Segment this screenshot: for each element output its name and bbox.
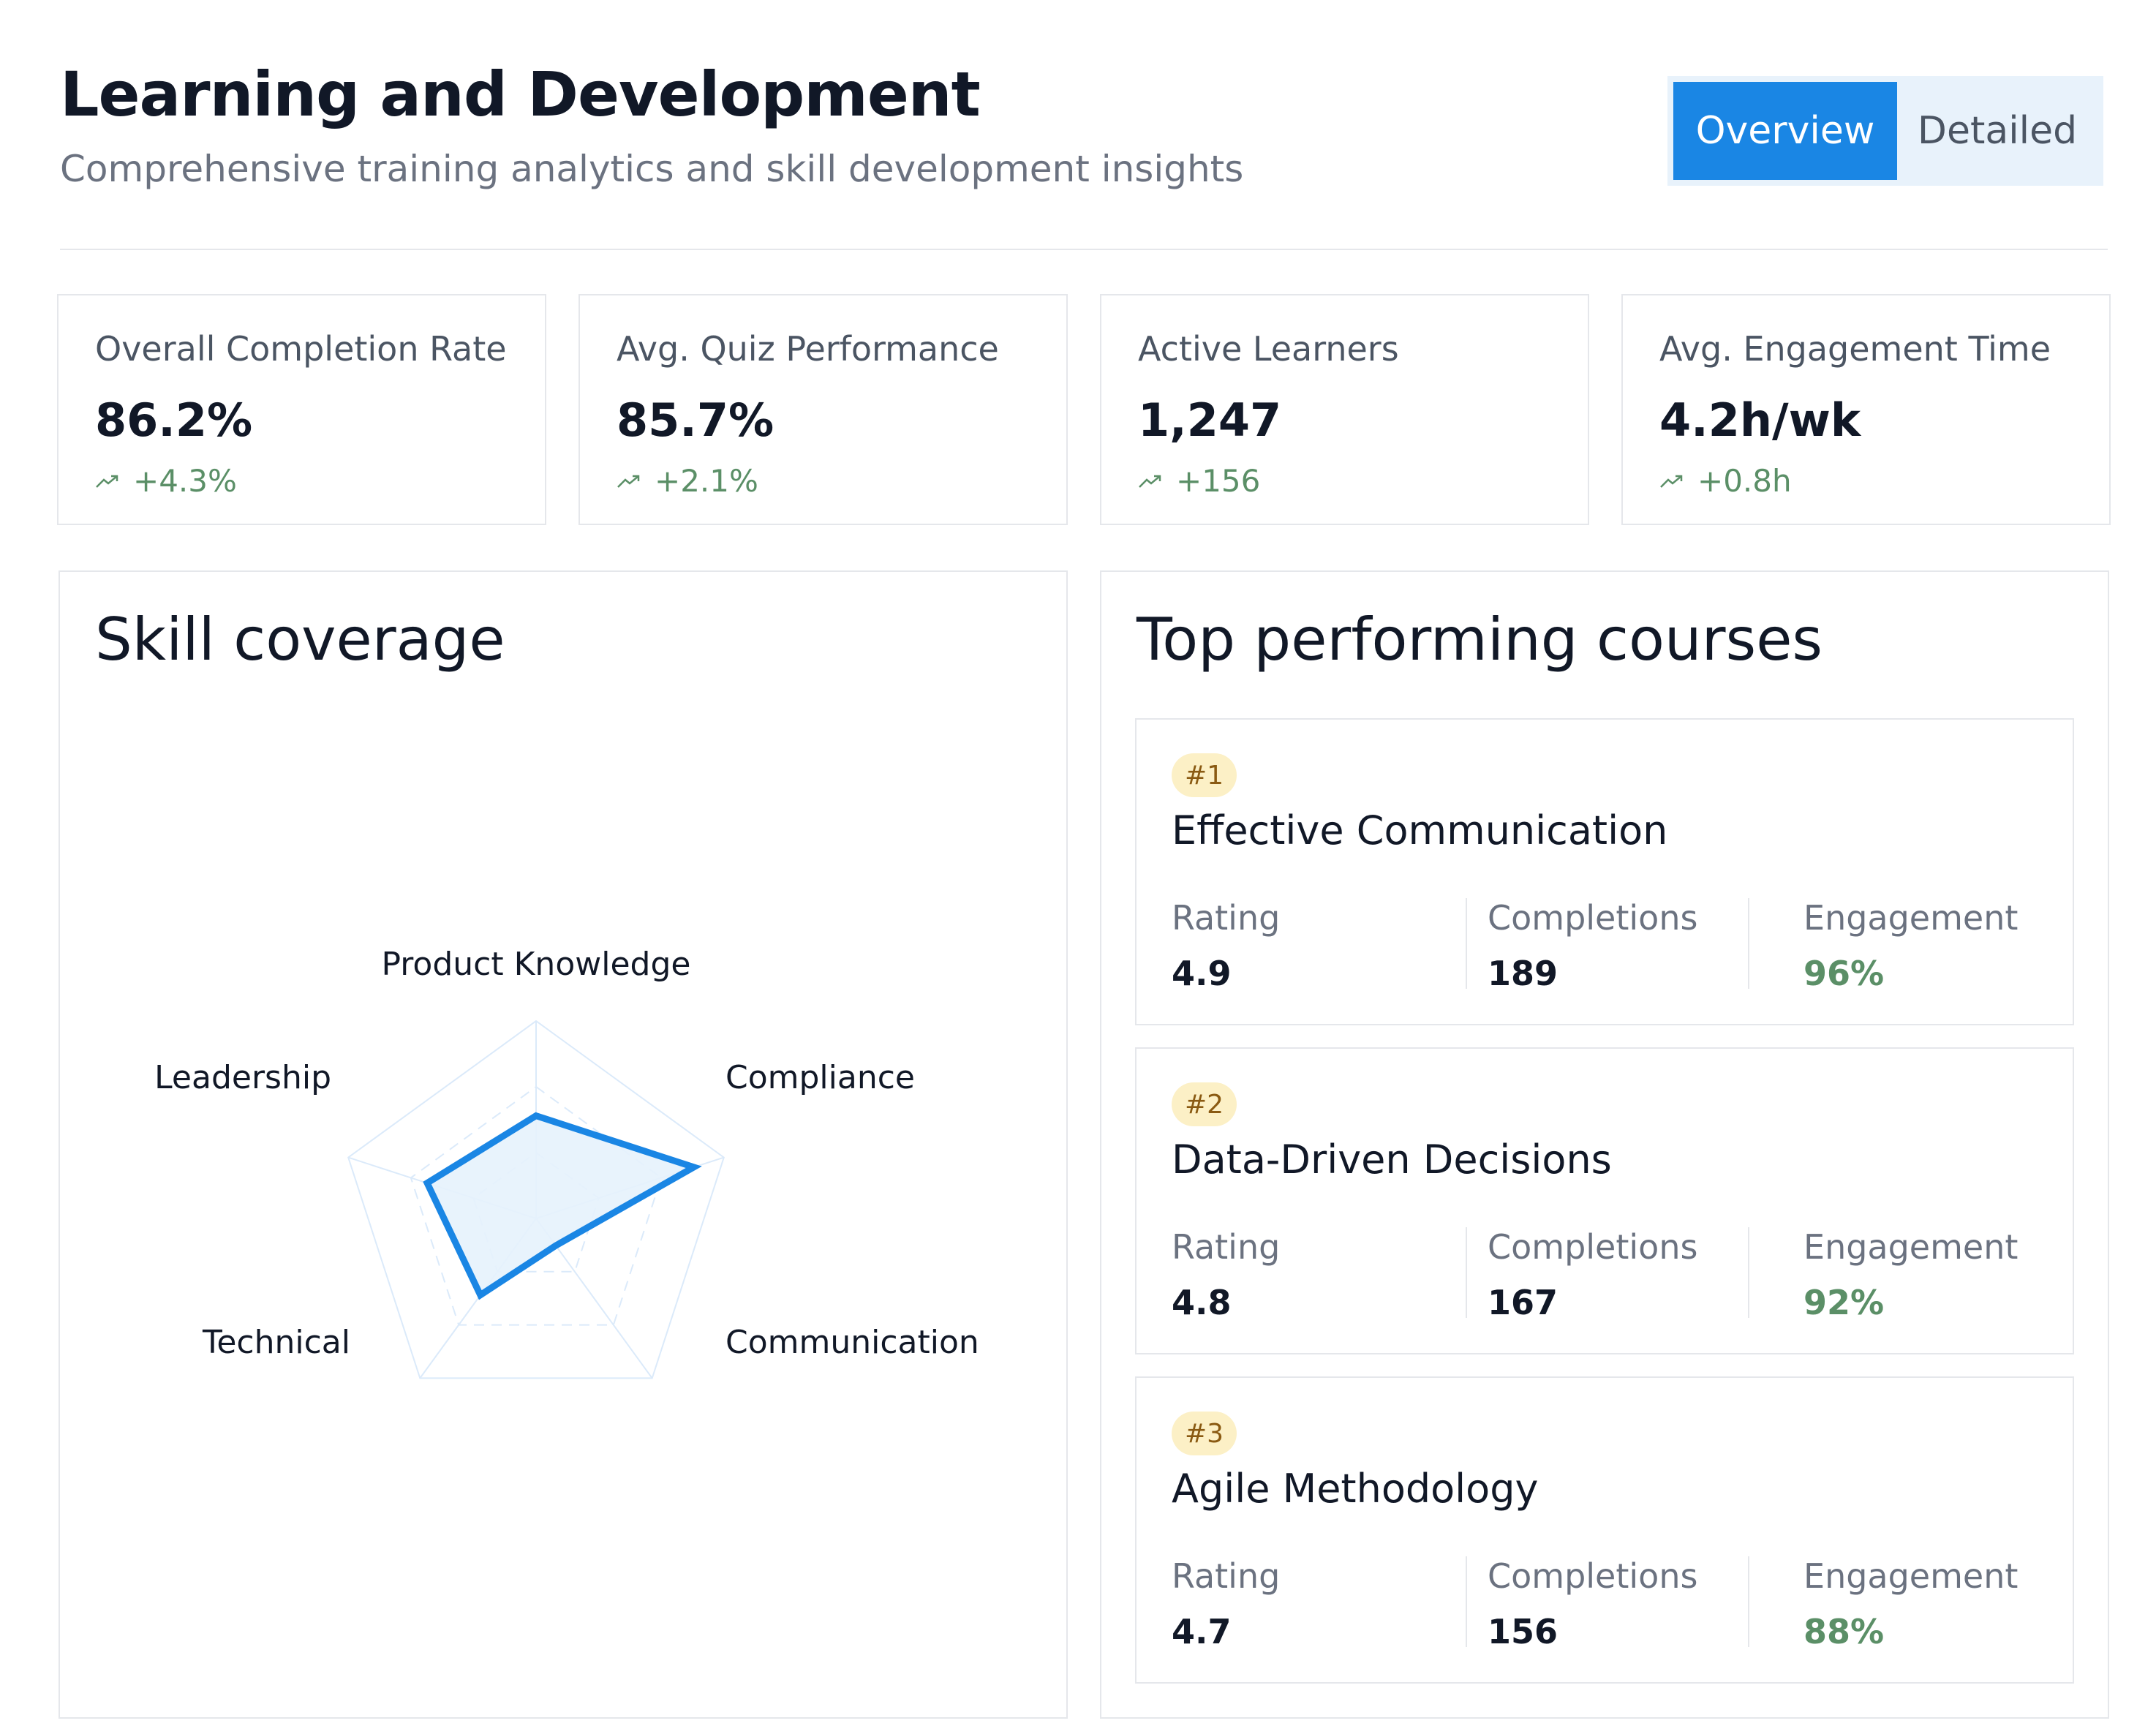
kpi-label: Active Learners: [1138, 329, 1399, 369]
skill-radar-chart: Product Knowledge Compliance Communication…: [154, 946, 979, 1379]
kpi-card-quiz-performance: Avg. Quiz Performance 85.7% +2.1%: [578, 294, 1068, 525]
radar-axis-label: Communication: [725, 1324, 979, 1361]
kpi-value: 4.2h/wk: [1659, 393, 1861, 447]
view-toggle: Overview Detailed: [1667, 76, 2103, 186]
skill-coverage-title: Skill coverage: [95, 606, 505, 674]
kpi-delta-text: +2.1%: [655, 463, 758, 499]
radar-axis-label: Product Knowledge: [382, 946, 691, 983]
rating-metric: Rating 4.9: [1172, 898, 1280, 993]
overview-tab[interactable]: Overview: [1673, 82, 1897, 180]
top-courses-title: Top performing courses: [1137, 606, 1823, 674]
radar-axis-label: Compliance: [725, 1059, 915, 1096]
engagement-value: 88%: [1803, 1612, 1885, 1651]
completions-metric: Completions 167: [1488, 1227, 1697, 1322]
kpi-delta: +0.8h: [1659, 463, 2109, 499]
rating-metric: Rating 4.8: [1172, 1227, 1280, 1322]
kpi-value: 86.2%: [95, 393, 253, 447]
completions-value: 189: [1488, 954, 1558, 993]
skill-coverage-panel: Skill coverage Product Knowledge Complian…: [59, 570, 1068, 1719]
header-divider: [60, 249, 2108, 250]
rating-value: 4.7: [1172, 1612, 1232, 1651]
engagement-value: 96%: [1803, 954, 1885, 993]
kpi-delta-text: +156: [1176, 463, 1261, 499]
metric-label: Engagement: [1803, 1556, 2019, 1596]
completions-value: 156: [1488, 1612, 1558, 1651]
kpi-card-completion-rate: Overall Completion Rate 86.2% +4.3%: [57, 294, 546, 525]
metric-divider: [1748, 1556, 1749, 1647]
metric-label: Rating: [1172, 1556, 1281, 1596]
kpi-delta: +156: [1138, 463, 1588, 499]
rating-value: 4.8: [1172, 1283, 1232, 1322]
kpi-row: Overall Completion Rate 86.2% +4.3% Avg.…: [57, 294, 2111, 525]
metric-label: Completions: [1488, 1556, 1698, 1596]
engagement-metric: Engagement 96%: [1803, 898, 2018, 993]
completions-metric: Completions 189: [1488, 898, 1697, 993]
kpi-card-engagement-time: Avg. Engagement Time 4.2h/wk +0.8h: [1621, 294, 2111, 525]
detailed-tab[interactable]: Detailed: [1917, 109, 2078, 153]
trending-up-icon: [617, 475, 640, 488]
kpi-value: 1,247: [1138, 393, 1282, 447]
metric-label: Engagement: [1803, 898, 2019, 938]
kpi-delta: +2.1%: [617, 463, 1066, 499]
radar-grid-ring: [347, 1020, 725, 1379]
radar-axis-label: Leadership: [154, 1059, 331, 1096]
metric-divider: [1466, 898, 1467, 989]
course-card[interactable]: #3 Agile Methodology Rating 4.7 Completi…: [1135, 1376, 2074, 1684]
trending-up-icon: [96, 475, 118, 488]
course-name: Agile Methodology: [1172, 1466, 1539, 1512]
course-name: Effective Communication: [1172, 807, 1668, 853]
kpi-delta-text: +0.8h: [1697, 463, 1792, 499]
rating-value: 4.9: [1172, 954, 1232, 993]
course-card[interactable]: #1 Effective Communication Rating 4.9 Co…: [1135, 718, 2074, 1025]
rank-badge: #2: [1172, 1082, 1237, 1126]
rank-badge: #3: [1172, 1412, 1237, 1455]
metric-label: Completions: [1488, 1227, 1698, 1267]
radar-axis-label: Technical: [202, 1324, 350, 1361]
page-title: Learning and Development: [60, 59, 981, 130]
kpi-label: Avg. Quiz Performance: [617, 329, 999, 369]
engagement-metric: Engagement 88%: [1803, 1556, 2018, 1651]
trending-up-icon: [1660, 475, 1683, 488]
completions-metric: Completions 156: [1488, 1556, 1697, 1651]
metric-divider: [1466, 1556, 1467, 1647]
kpi-delta: +4.3%: [95, 463, 545, 499]
metric-divider: [1748, 1227, 1749, 1318]
metric-divider: [1466, 1227, 1467, 1318]
page-subtitle: Comprehensive training analytics and ski…: [60, 148, 1244, 190]
metric-label: Engagement: [1803, 1227, 2019, 1267]
kpi-card-active-learners: Active Learners 1,247 +156: [1100, 294, 1589, 525]
metric-label: Rating: [1172, 898, 1281, 938]
engagement-metric: Engagement 92%: [1803, 1227, 2018, 1322]
metric-label: Completions: [1488, 898, 1698, 938]
metric-divider: [1748, 898, 1749, 989]
radar-series-area: [423, 1112, 702, 1300]
completions-value: 167: [1488, 1283, 1558, 1322]
kpi-label: Avg. Engagement Time: [1659, 329, 2051, 369]
page-header: Learning and Development Comprehensive t…: [60, 59, 2108, 197]
course-card[interactable]: #2 Data-Driven Decisions Rating 4.8 Comp…: [1135, 1047, 2074, 1354]
rating-metric: Rating 4.7: [1172, 1556, 1280, 1651]
course-name: Data-Driven Decisions: [1172, 1137, 1612, 1183]
kpi-delta-text: +4.3%: [133, 463, 237, 499]
engagement-value: 92%: [1803, 1283, 1885, 1322]
trending-up-icon: [1139, 475, 1161, 488]
rank-badge: #1: [1172, 753, 1237, 797]
metric-label: Rating: [1172, 1227, 1281, 1267]
kpi-value: 85.7%: [617, 393, 774, 447]
kpi-label: Overall Completion Rate: [95, 329, 507, 369]
top-courses-panel: Top performing courses #1 Effective Comm…: [1100, 570, 2109, 1719]
